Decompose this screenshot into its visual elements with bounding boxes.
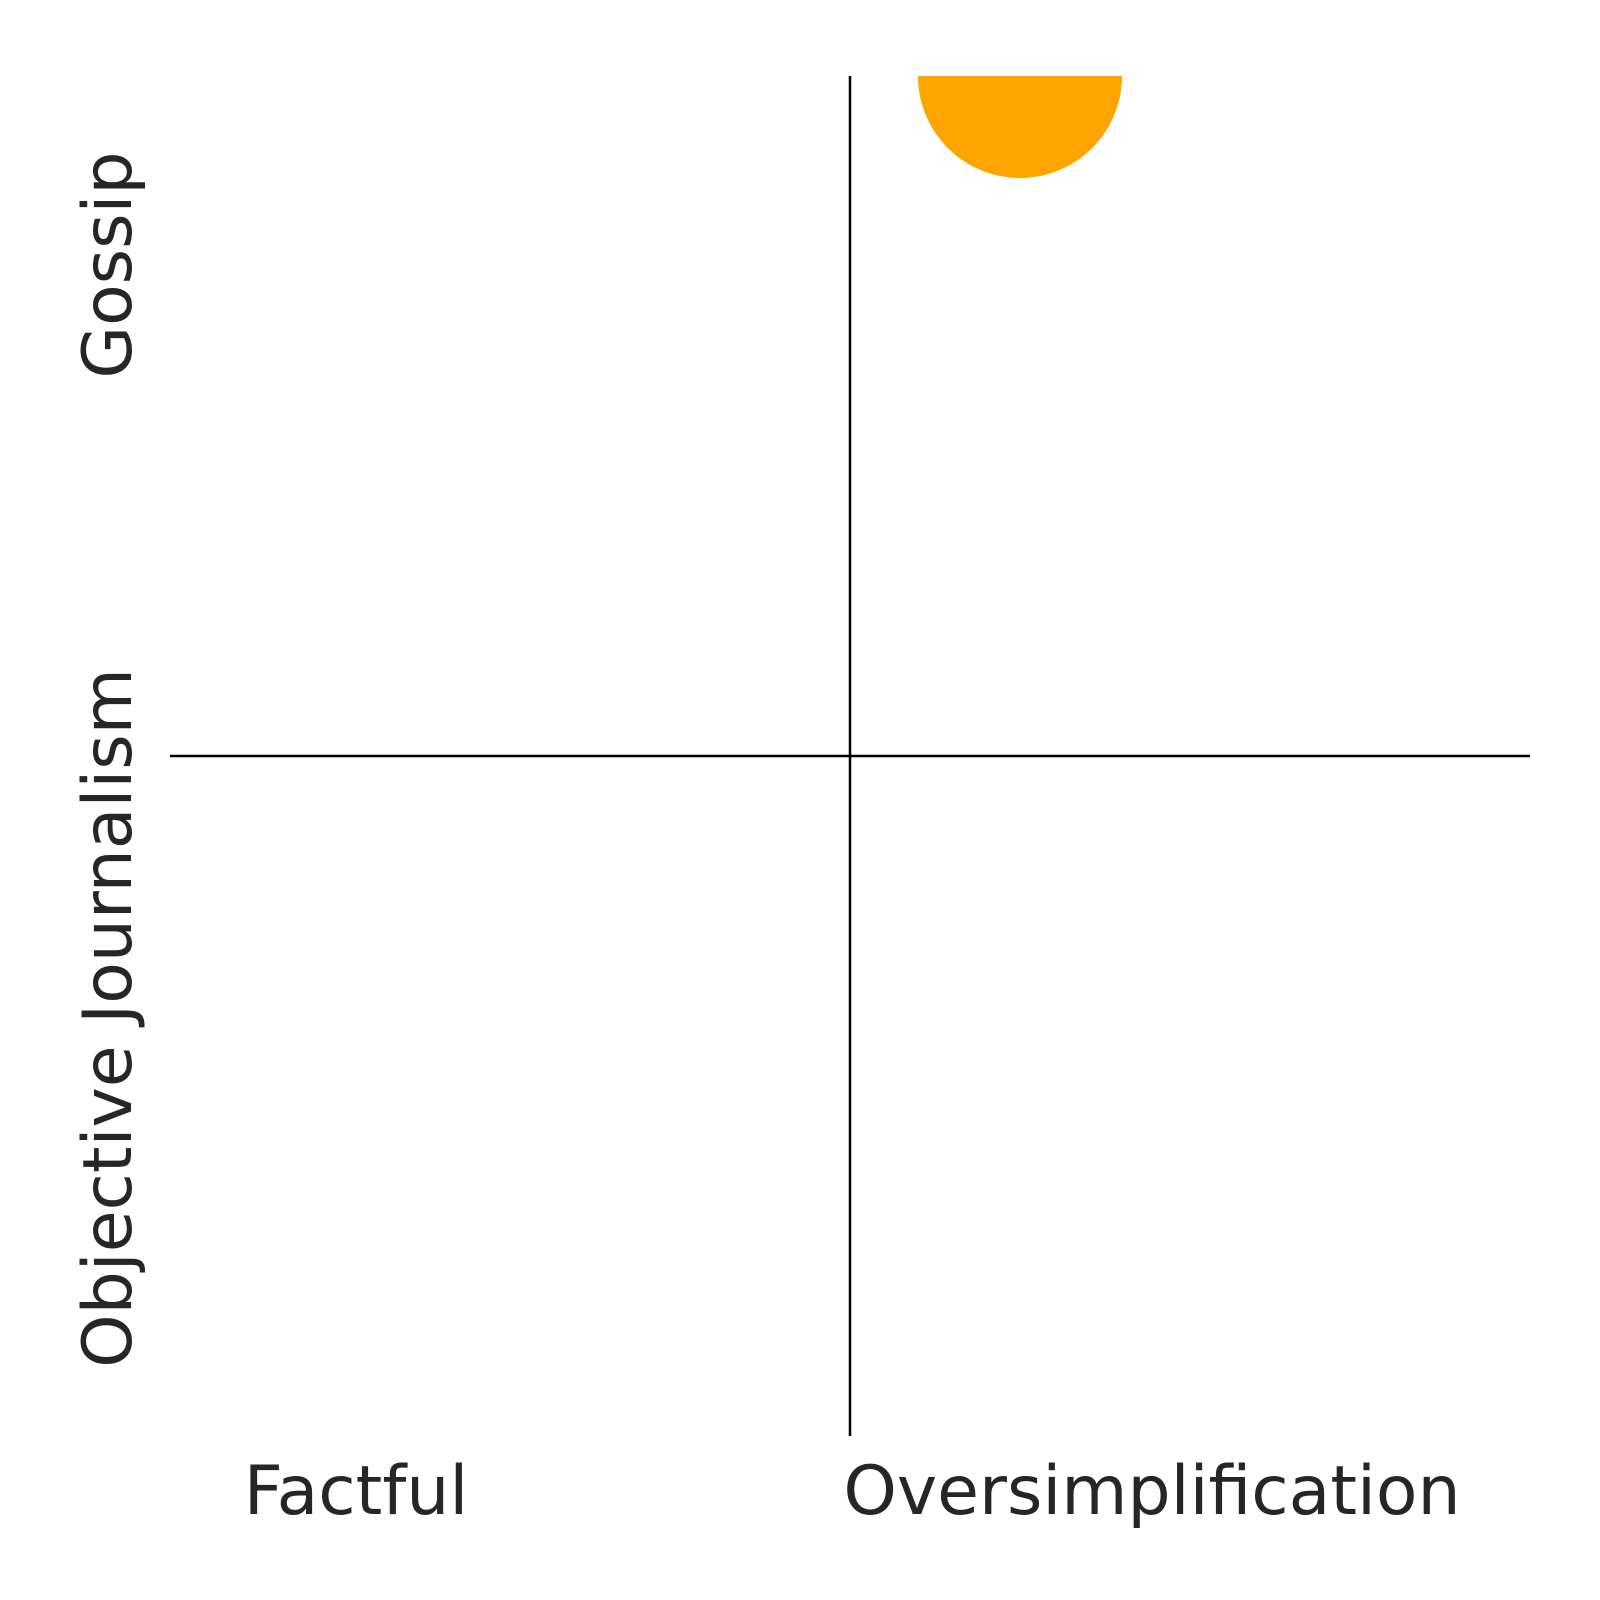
x-tick-label-factful: Factful bbox=[244, 1452, 469, 1531]
points-layer bbox=[918, 76, 1122, 178]
data-point-0 bbox=[918, 76, 1122, 178]
x-tick-label-oversimplification: Oversimplification bbox=[843, 1452, 1460, 1531]
y-tick-label-objective-journalism: Objective Journalism bbox=[69, 668, 148, 1368]
y-tick-label-gossip: Gossip bbox=[69, 151, 148, 378]
